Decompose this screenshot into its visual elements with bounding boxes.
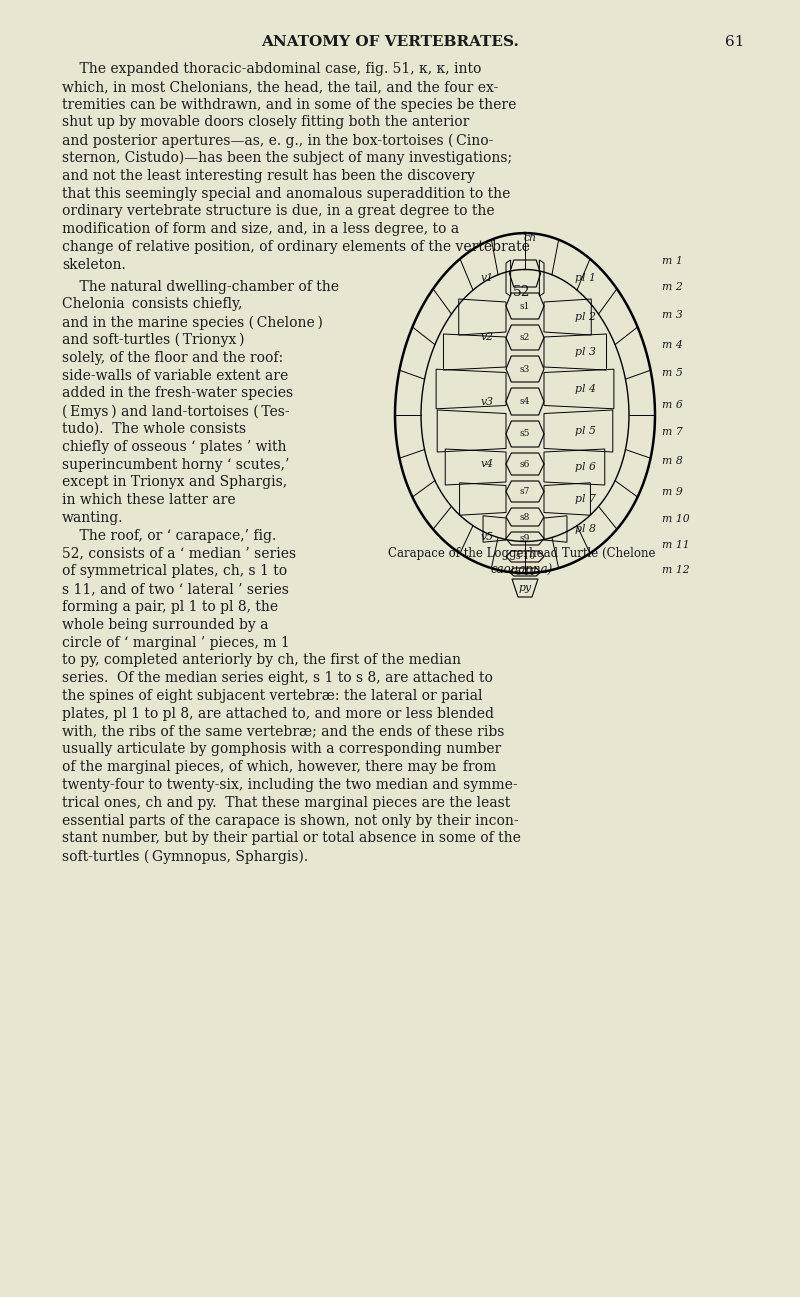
Text: modification of form and size, and, in a less degree, to a: modification of form and size, and, in a… [62,222,459,236]
Text: soft-turtles ( Gymnopus, Sphargis).: soft-turtles ( Gymnopus, Sphargis). [62,850,308,864]
Text: v5: v5 [481,532,494,542]
Text: in which these latter are: in which these latter are [62,493,236,507]
Text: series.  Of the median series eight, s 1 to s 8, are attached to: series. Of the median series eight, s 1 … [62,672,493,685]
Text: Carapace of the Loggerhead Turtle (Chelone: Carapace of the Loggerhead Turtle (Chelo… [388,547,656,560]
Text: that this seemingly special and anomalous superaddition to the: that this seemingly special and anomalou… [62,187,510,201]
Text: ANATOMY OF VERTEBRATES.: ANATOMY OF VERTEBRATES. [261,35,519,49]
Text: tremities can be withdrawn, and in some of the species be there: tremities can be withdrawn, and in some … [62,97,516,112]
Text: v1: v1 [481,272,494,283]
Text: caouanna): caouanna) [491,564,553,577]
Text: chiefly of osseous ‘ plates ’ with: chiefly of osseous ‘ plates ’ with [62,440,286,454]
Text: s7: s7 [520,488,530,497]
Text: plates, pl 1 to pl 8, are attached to, and more or less blended: plates, pl 1 to pl 8, are attached to, a… [62,707,494,721]
Text: The natural dwelling-chamber of the: The natural dwelling-chamber of the [62,280,339,293]
Text: s 11, and of two ‘ lateral ’ series: s 11, and of two ‘ lateral ’ series [62,582,289,597]
Text: skeleton.: skeleton. [62,258,126,272]
Text: wanting.: wanting. [62,511,123,525]
Text: 52, consists of a ‘ median ’ series: 52, consists of a ‘ median ’ series [62,546,296,560]
Text: with, the ribs of the same vertebræ; and the ends of these ribs: with, the ribs of the same vertebræ; and… [62,725,504,738]
Text: pl 7: pl 7 [575,494,596,505]
Text: m 3: m 3 [662,310,682,320]
Text: and not the least interesting result has been the discovery: and not the least interesting result has… [62,169,475,183]
Text: The roof, or ‘ carapace,’ fig.: The roof, or ‘ carapace,’ fig. [62,529,276,543]
Text: m 9: m 9 [662,486,682,497]
Text: except in Trionyx and Sphargis,: except in Trionyx and Sphargis, [62,476,287,489]
Text: trical ones, ch and py.  That these marginal pieces are the least: trical ones, ch and py. That these margi… [62,796,510,809]
Text: s 11: s 11 [515,568,534,576]
Text: pl 8: pl 8 [575,524,596,534]
Text: to py, completed anteriorly by ch, the first of the median: to py, completed anteriorly by ch, the f… [62,654,461,668]
Text: py: py [518,582,531,593]
Text: pl 1: pl 1 [575,272,596,283]
Text: essential parts of the carapace is shown, not only by their incon-: essential parts of the carapace is shown… [62,813,518,827]
Text: pl 2: pl 2 [575,313,596,322]
Text: the spines of eight subjacent vertebræ: the lateral or parial: the spines of eight subjacent vertebræ: … [62,689,482,703]
Text: Chelonia  consists chiefly,: Chelonia consists chiefly, [62,297,242,311]
Text: pl 5: pl 5 [575,425,596,436]
Text: pl 6: pl 6 [575,462,596,472]
Text: s6: s6 [520,459,530,468]
Text: m 5: m 5 [662,368,682,377]
Text: and soft-turtles ( Trionyx ): and soft-turtles ( Trionyx ) [62,333,245,348]
Text: circle of ‘ marginal ’ pieces, m 1: circle of ‘ marginal ’ pieces, m 1 [62,636,290,650]
Text: ( Emys ) and land-tortoises ( Tes-: ( Emys ) and land-tortoises ( Tes- [62,405,290,419]
Text: of symmetrical plates, ch, s 1 to: of symmetrical plates, ch, s 1 to [62,564,287,578]
Text: s1: s1 [520,301,530,310]
Text: solely, of the floor and the roof:: solely, of the floor and the roof: [62,350,283,364]
Text: m 4: m 4 [662,340,682,350]
Text: sternon, Cistudo)—has been the subject of many investigations;: sternon, Cistudo)—has been the subject o… [62,150,512,166]
Text: usually articulate by gomphosis with a corresponding number: usually articulate by gomphosis with a c… [62,742,502,756]
Text: and in the marine species ( Chelone ): and in the marine species ( Chelone ) [62,315,323,329]
Text: side-walls of variable extent are: side-walls of variable extent are [62,368,288,383]
Text: m 2: m 2 [662,281,682,292]
Text: superincumbent horny ‘ scutes,’: superincumbent horny ‘ scutes,’ [62,458,290,472]
Text: 52: 52 [514,285,530,300]
Text: m 6: m 6 [662,399,682,410]
Text: v4: v4 [481,459,494,470]
Text: tudo).  The whole consists: tudo). The whole consists [62,422,246,436]
Text: shut up by movable doors closely fitting both the anterior: shut up by movable doors closely fitting… [62,115,470,130]
Text: pl 4: pl 4 [575,384,596,394]
Text: added in the fresh-water species: added in the fresh-water species [62,387,293,401]
Text: m 11: m 11 [662,540,690,550]
Text: of the marginal pieces, of which, however, there may be from: of the marginal pieces, of which, howeve… [62,760,496,774]
Text: m 12: m 12 [662,565,690,575]
Text: change of relative position, of ordinary elements of the vertebrate: change of relative position, of ordinary… [62,240,530,254]
Text: whole being surrounded by a: whole being surrounded by a [62,617,269,632]
Text: forming a pair, pl 1 to pl 8, the: forming a pair, pl 1 to pl 8, the [62,601,278,613]
Text: m 8: m 8 [662,457,682,466]
Text: The expanded thoracic-abdominal case, fig. 51, ᴋ, ᴋ, into: The expanded thoracic-abdominal case, fi… [62,62,482,77]
Text: v2: v2 [481,332,494,342]
Text: 61: 61 [725,35,745,49]
Text: s2: s2 [520,333,530,342]
Text: ordinary vertebrate structure is due, in a great degree to the: ordinary vertebrate structure is due, in… [62,205,494,218]
Text: s3: s3 [520,364,530,374]
Text: pl 3: pl 3 [575,348,596,357]
Text: s8: s8 [520,512,530,521]
Text: s4: s4 [520,397,530,406]
Text: m 7: m 7 [662,427,682,437]
Text: which, in most Chelonians, the head, the tail, and the four ex-: which, in most Chelonians, the head, the… [62,80,498,93]
Text: stant number, but by their partial or total absence in some of the: stant number, but by their partial or to… [62,831,521,846]
Text: s9: s9 [520,534,530,543]
Text: s 10: s 10 [515,553,534,562]
Text: and posterior apertures—as, e. g., in the box-tortoises ( Cino-: and posterior apertures—as, e. g., in th… [62,134,494,148]
Text: v3: v3 [481,397,494,407]
Text: twenty-four to twenty-six, including the two median and symme-: twenty-four to twenty-six, including the… [62,778,518,792]
Text: m 10: m 10 [662,514,690,524]
Text: ch: ch [523,233,537,243]
Text: s5: s5 [520,429,530,438]
Text: m 1: m 1 [662,256,682,266]
